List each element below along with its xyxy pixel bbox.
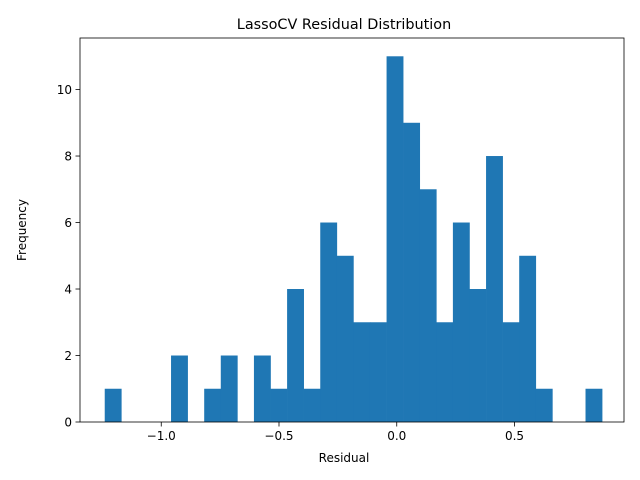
- histogram-bar: [253, 355, 271, 422]
- histogram-bar: [220, 355, 238, 422]
- y-tick-label: 10: [57, 83, 72, 97]
- histogram-bar: [320, 222, 338, 422]
- x-tick-label: −0.5: [264, 429, 293, 443]
- histogram-bar: [469, 289, 487, 422]
- histogram-bar: [204, 388, 222, 422]
- y-tick-label: 6: [64, 216, 72, 230]
- bars-group: [104, 56, 603, 422]
- y-tick-label: 8: [64, 149, 72, 163]
- axes-frame: [79, 37, 625, 423]
- histogram-bar: [386, 56, 404, 422]
- histogram-bar: [502, 322, 520, 422]
- plot-area: −1.0 −0.5 0.0 0.5 0 2 4 6 8 10: [57, 37, 625, 443]
- x-tick-label: 0.5: [505, 429, 524, 443]
- histogram-bar: [336, 255, 354, 422]
- x-tick-label: 0.0: [387, 429, 406, 443]
- histogram-bar: [369, 322, 387, 422]
- histogram-bar: [452, 222, 470, 422]
- histogram-bar: [403, 122, 421, 422]
- histogram-bar: [436, 322, 454, 422]
- y-tick-label: 2: [64, 349, 72, 363]
- histogram-bar: [585, 388, 603, 422]
- chart-title: LassoCV Residual Distribution: [237, 17, 451, 33]
- histogram-bar: [353, 322, 371, 422]
- histogram-bar: [519, 255, 537, 422]
- y-tick-label: 0: [64, 415, 72, 429]
- x-tick-label: −1.0: [147, 429, 176, 443]
- histogram-bar: [535, 388, 553, 422]
- histogram-bar: [270, 388, 288, 422]
- histogram-bar: [419, 189, 437, 422]
- x-axis-label: Residual: [319, 451, 370, 465]
- histogram-bar: [104, 388, 122, 422]
- histogram-bar: [486, 156, 503, 422]
- y-axis-ticks: 0 2 4 6 8 10: [57, 83, 80, 429]
- x-axis-ticks: −1.0 −0.5 0.0 0.5: [147, 422, 524, 443]
- histogram-bar: [303, 388, 321, 422]
- histogram-bar: [171, 355, 188, 422]
- y-tick-label: 4: [64, 282, 72, 296]
- y-axis-label: Frequency: [15, 199, 29, 261]
- histogram-bar: [287, 289, 304, 422]
